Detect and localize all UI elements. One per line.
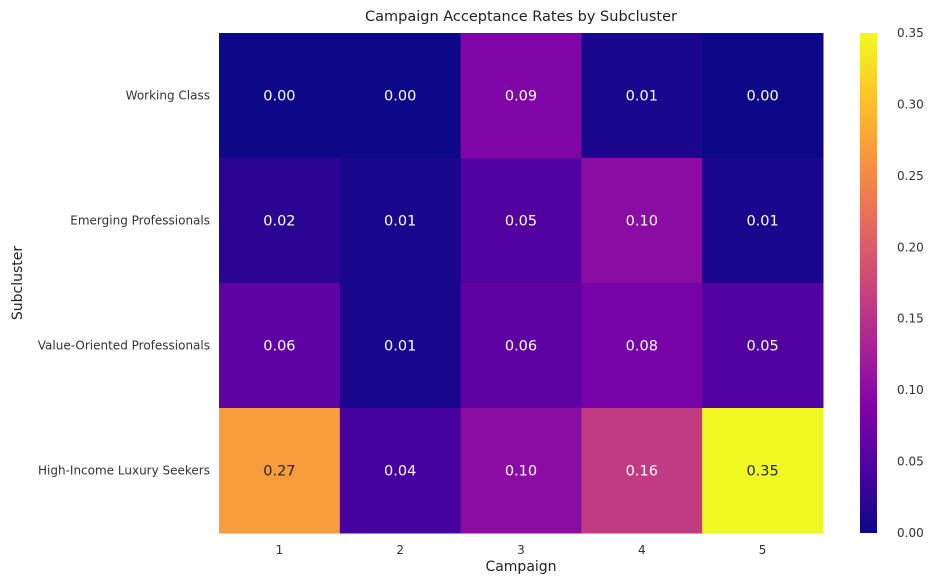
cell-value-label: 0.01 xyxy=(384,339,416,355)
colorbar-tick-label: 0.00 xyxy=(897,526,924,540)
colorbar xyxy=(860,33,877,533)
cell-value-label: 0.08 xyxy=(626,339,658,355)
heatmap-cell xyxy=(219,33,341,159)
cell-value-label: 0.04 xyxy=(384,464,416,480)
x-axis-label: Campaign xyxy=(485,559,556,575)
cell-value-label: 0.01 xyxy=(384,214,416,230)
cell-value-label: 0.00 xyxy=(746,89,778,105)
heatmap-cell xyxy=(460,158,582,284)
heatmap-cell xyxy=(702,158,824,284)
x-tick-label: 5 xyxy=(759,543,767,557)
cell-value-label: 0.06 xyxy=(263,339,295,355)
x-tick-label: 3 xyxy=(517,543,525,557)
heatmap-cell xyxy=(219,283,341,409)
x-tick-label: 2 xyxy=(396,543,404,557)
colorbar-tick-label: 0.10 xyxy=(897,383,924,397)
colorbar-tick-label: 0.25 xyxy=(897,169,924,183)
colorbar-ticks: 0.00 0.05 0.10 0.15 0.20 0.25 0.30 0.35 xyxy=(897,26,924,540)
heatmap-cell xyxy=(581,283,703,409)
heatmap-cell xyxy=(339,158,462,284)
cell-value-label: 0.05 xyxy=(505,214,537,230)
colorbar-tick-label: 0.20 xyxy=(897,240,924,254)
colorbar-tick-label: 0.05 xyxy=(897,455,924,469)
y-tick-label: Value-Oriented Professionals xyxy=(38,339,210,353)
cell-value-label: 0.01 xyxy=(626,89,658,105)
y-tick-label: High-Income Luxury Seekers xyxy=(38,464,210,478)
cell-value-label: 0.35 xyxy=(746,464,778,480)
colorbar-tick-label: 0.15 xyxy=(897,312,924,326)
chart-title: Campaign Acceptance Rates by Subcluster xyxy=(365,9,677,25)
heatmap-cell xyxy=(339,408,462,534)
cell-value-label: 0.09 xyxy=(505,89,537,105)
heatmap-cell xyxy=(581,33,703,159)
cell-value-label: 0.27 xyxy=(263,464,295,480)
heatmap-cell xyxy=(339,283,462,409)
y-axis-label: Subcluster xyxy=(10,246,26,321)
cell-value-label: 0.10 xyxy=(505,464,537,480)
heatmap-cell xyxy=(581,158,703,284)
x-tick-label: 4 xyxy=(638,543,646,557)
heatmap-cell xyxy=(219,408,341,534)
heatmap-cell xyxy=(219,158,341,284)
heatmap-cell xyxy=(702,408,824,534)
heatmap-cell xyxy=(460,408,582,534)
colorbar-tick-label: 0.35 xyxy=(897,26,924,40)
cell-value-label: 0.00 xyxy=(263,89,295,105)
cell-value-label: 0.01 xyxy=(746,214,778,230)
x-tick-label: 1 xyxy=(276,543,284,557)
cell-value-label: 0.06 xyxy=(505,339,537,355)
heatmap-cells xyxy=(219,33,824,534)
cell-value-label: 0.00 xyxy=(384,89,416,105)
heatmap-cell xyxy=(581,408,703,534)
x-axis-ticks: 1 2 3 4 5 xyxy=(276,543,767,557)
y-tick-label: Emerging Professionals xyxy=(70,214,210,228)
cell-value-label: 0.02 xyxy=(263,214,295,230)
cell-value-label: 0.16 xyxy=(626,464,658,480)
heatmap-cell xyxy=(702,283,824,409)
cell-value-label: 0.05 xyxy=(746,339,778,355)
heatmap-cell xyxy=(339,33,462,159)
cell-value-label: 0.10 xyxy=(626,214,658,230)
y-tick-label: Working Class xyxy=(126,89,210,103)
heatmap-cell-labels: 0.00 0.00 0.09 0.01 0.00 0.02 0.01 0.05 0.10 0.01… xyxy=(263,89,778,480)
colorbar-tick-label: 0.30 xyxy=(897,97,924,111)
heatmap-cell xyxy=(460,33,582,159)
heatmap-cell xyxy=(460,283,582,409)
heatmap-cell xyxy=(702,33,824,159)
y-axis-ticks: Working Class Emerging Professionals Value… xyxy=(38,89,210,478)
